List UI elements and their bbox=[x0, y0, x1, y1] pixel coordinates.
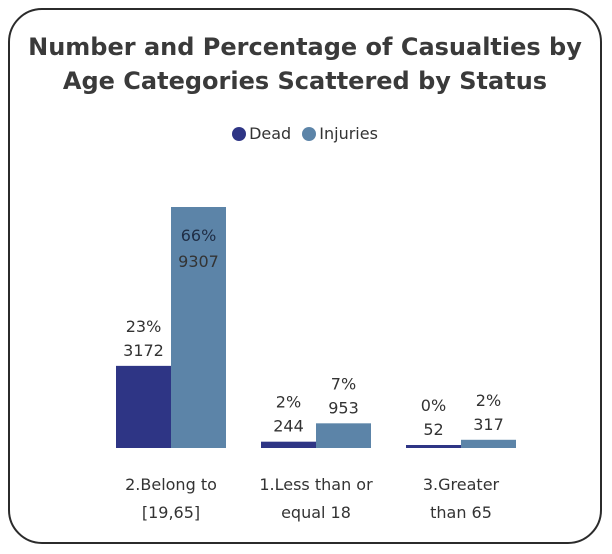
data-label-percent-dead-greater-65: 0% bbox=[421, 396, 446, 415]
legend-item-dead: Dead bbox=[232, 124, 291, 143]
legend-label-dead: Dead bbox=[249, 124, 292, 143]
legend-item-injuries: Injuries bbox=[302, 124, 378, 143]
data-label-percent-injuries-belong-19-65: 66% bbox=[181, 226, 217, 245]
category-label-greater-65-line-1: 3.Greater bbox=[423, 475, 500, 494]
bar-dead-belong-19-65 bbox=[116, 365, 171, 448]
legend-label-injuries: Injuries bbox=[319, 124, 378, 143]
category-label-less-or-equal-18-line-2: equal 18 bbox=[281, 503, 351, 522]
category-label-belong-19-65-line-1: 2.Belong to bbox=[125, 475, 217, 494]
data-label-value-injuries-belong-19-65: 9307 bbox=[178, 252, 219, 271]
legend-swatch-dead bbox=[232, 126, 247, 141]
bar-injuries-greater-65 bbox=[461, 439, 516, 448]
data-label-percent-dead-less-or-equal-18: 2% bbox=[276, 393, 301, 412]
bar-dead-less-or-equal-18 bbox=[261, 441, 316, 448]
data-label-value-injuries-less-or-equal-18: 953 bbox=[328, 398, 359, 417]
category-label-belong-19-65-line-2: [19,65] bbox=[142, 503, 200, 522]
data-label-value-dead-less-or-equal-18: 244 bbox=[273, 417, 304, 436]
bar-dead-greater-65 bbox=[406, 445, 461, 448]
chart-title-line-1: Number and Percentage of Casualties by bbox=[28, 33, 582, 61]
chart-legend: Dead Injuries bbox=[10, 124, 600, 145]
data-label-percent-dead-belong-19-65: 23% bbox=[126, 317, 162, 336]
chart-title-line-2: Age Categories Scattered by Status bbox=[62, 67, 548, 95]
category-label-less-or-equal-18-line-1: 1.Less than or bbox=[259, 475, 373, 494]
chart-title: Number and Percentage of Casualties by A… bbox=[10, 30, 600, 98]
data-label-value-dead-greater-65: 52 bbox=[423, 420, 443, 439]
bar-injuries-belong-19-65 bbox=[171, 207, 226, 448]
data-label-percent-injuries-greater-65: 2% bbox=[476, 391, 501, 410]
legend-swatch-injuries bbox=[302, 126, 317, 141]
data-label-value-injuries-greater-65: 317 bbox=[473, 415, 504, 434]
data-label-percent-injuries-less-or-equal-18: 7% bbox=[331, 374, 356, 393]
data-label-value-dead-belong-19-65: 3172 bbox=[123, 341, 164, 360]
chart-card: Number and Percentage of Casualties by A… bbox=[8, 8, 602, 544]
category-label-greater-65-line-2: than 65 bbox=[430, 503, 492, 522]
bar-injuries-less-or-equal-18 bbox=[316, 423, 371, 448]
